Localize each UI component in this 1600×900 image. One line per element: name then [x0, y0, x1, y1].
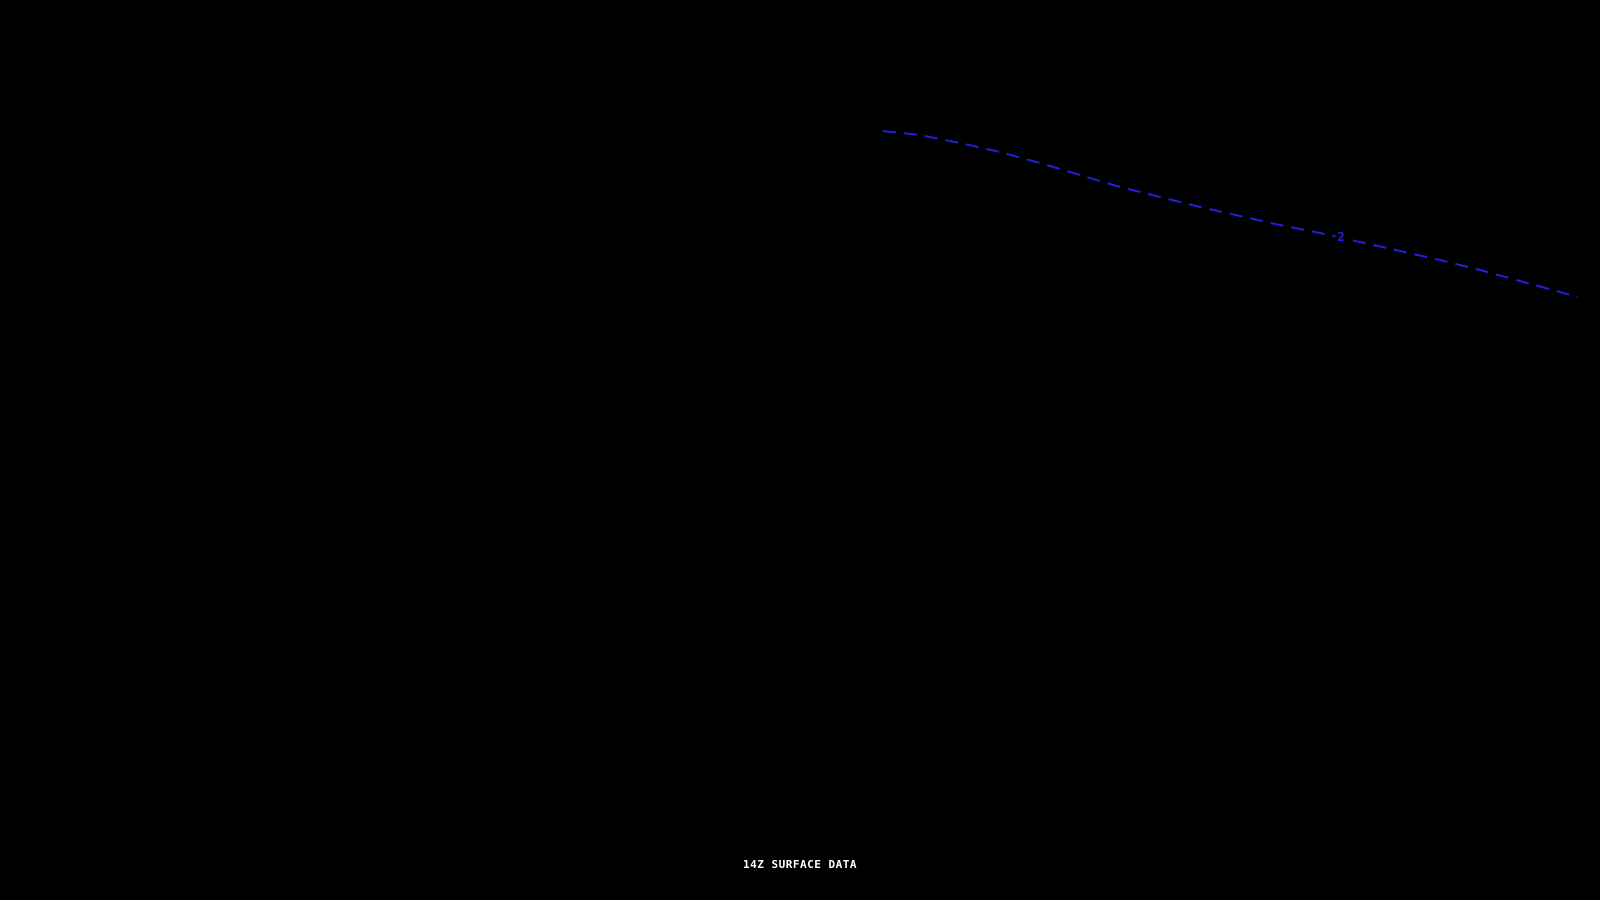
contour-value-label: 2 [1335, 230, 1347, 244]
map-caption: 14Z SURFACE DATA [743, 858, 857, 871]
